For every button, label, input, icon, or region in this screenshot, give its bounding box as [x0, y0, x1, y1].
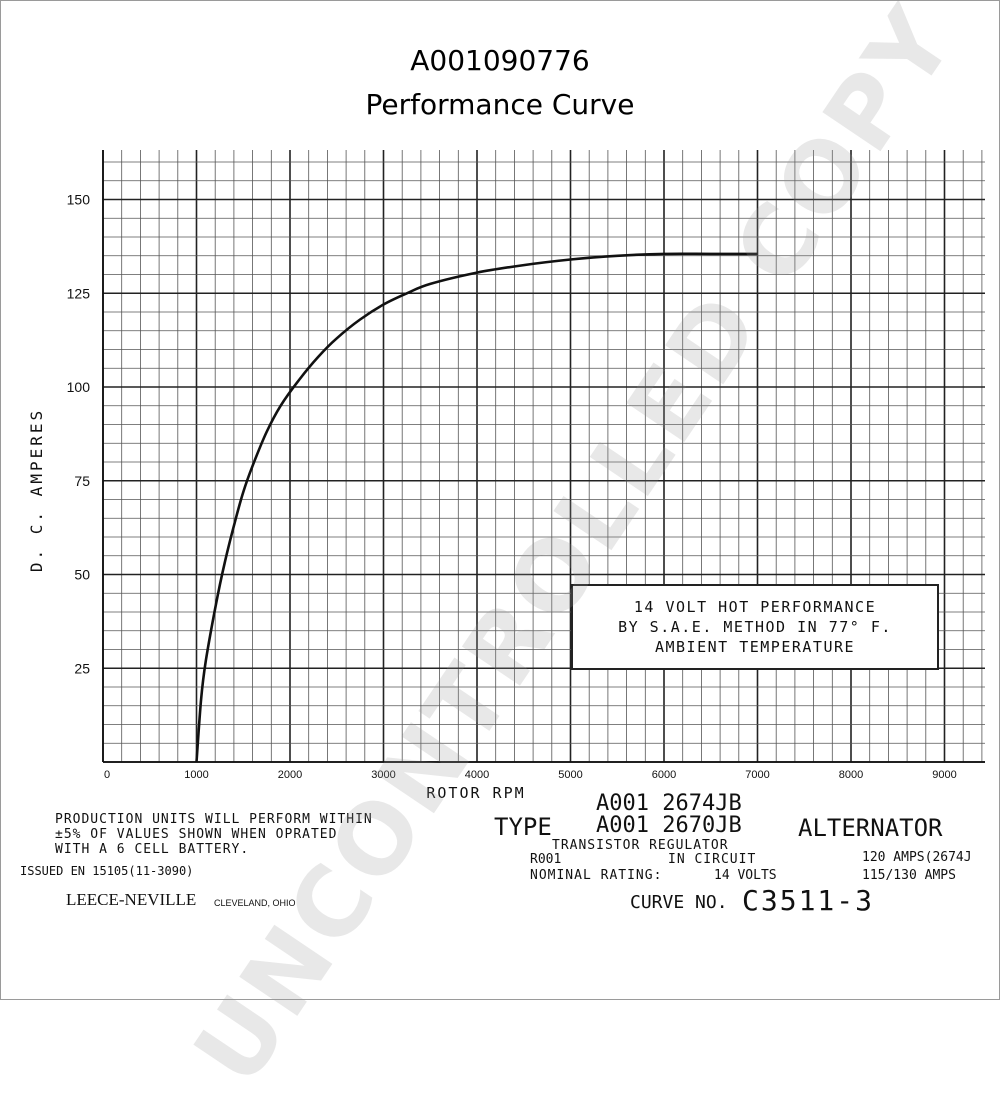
y-tick-label: 75 — [74, 473, 90, 489]
page-subtitle: Performance Curve — [365, 88, 635, 121]
x-tick-label: 7000 — [745, 769, 769, 781]
page-title: A001090776 — [410, 44, 590, 77]
production-note-line-2: ±5% OF VALUES SHOWN WHEN OPRATED — [55, 827, 338, 842]
performance-curve — [195, 252, 758, 763]
model-number-bottom: A001 2670JB — [596, 813, 742, 838]
note-line-1: 14 VOLT HOT PERFORMANCE — [633, 598, 877, 616]
chart-ticks: 0 1000 2000 3000 4000 5000 6000 7000 8000 9000 25 5… — [67, 192, 957, 782]
note-line-2: BY S.A.E. METHOD IN 77° F. — [618, 618, 892, 636]
amps-rating-line-2: 115/130 AMPS — [862, 868, 956, 883]
issued-note: ISSUED EN 15105(11-3090) — [20, 864, 194, 878]
x-tick-label: 6000 — [652, 769, 676, 781]
model-number-top: A001 2674JB — [596, 791, 742, 816]
note-line-3: AMBIENT TEMPERATURE — [654, 638, 856, 656]
y-tick-label: 100 — [67, 379, 91, 395]
company-city: CLEVELAND, OHIO — [214, 898, 296, 908]
y-axis-label: D. C. AMPERES — [27, 408, 46, 572]
production-note-line-3: WITH A 6 CELL BATTERY. — [55, 842, 250, 857]
performance-note-box: 14 VOLT HOT PERFORMANCE BY S.A.E. METHOD… — [571, 584, 939, 670]
regulator-code: R001 — [530, 852, 562, 867]
y-tick-label: 50 — [74, 567, 90, 583]
x-tick-label: 4000 — [465, 769, 489, 781]
rating-label: NOMINAL RATING: — [530, 868, 663, 883]
chart-grid — [102, 150, 985, 763]
amps-rating-line-1: 120 AMPS(2674J — [862, 850, 972, 865]
x-tick-label: 2000 — [278, 769, 302, 781]
x-tick-label: 3000 — [371, 769, 395, 781]
type-label: TYPE — [494, 813, 552, 841]
y-tick-label: 150 — [67, 192, 91, 208]
x-tick-label: 5000 — [558, 769, 582, 781]
alternator-label: ALTERNATOR — [798, 814, 943, 842]
regulator-line-1: TRANSISTOR REGULATOR — [552, 838, 729, 853]
company-name: LEECE-NEVILLE — [66, 890, 197, 909]
x-tick-label: 0 — [104, 769, 110, 781]
production-note-line-1: PRODUCTION UNITS WILL PERFORM WITHIN — [55, 812, 373, 827]
y-tick-label: 125 — [67, 285, 91, 301]
y-tick-label: 25 — [74, 660, 90, 676]
curve-number-label: CURVE NO. — [630, 892, 728, 913]
rating-volts: 14 VOLTS — [714, 868, 777, 883]
x-axis-label: ROTOR RPM — [426, 784, 525, 802]
performance-chart: 0 1000 2000 3000 4000 5000 6000 7000 8000 9000 25 5… — [27, 150, 985, 802]
x-tick-label: 9000 — [932, 769, 956, 781]
x-tick-label: 1000 — [184, 769, 208, 781]
curve-number: C3511-3 — [742, 884, 875, 917]
x-tick-label: 8000 — [839, 769, 863, 781]
regulator-line-2: IN CIRCUIT — [668, 852, 757, 867]
